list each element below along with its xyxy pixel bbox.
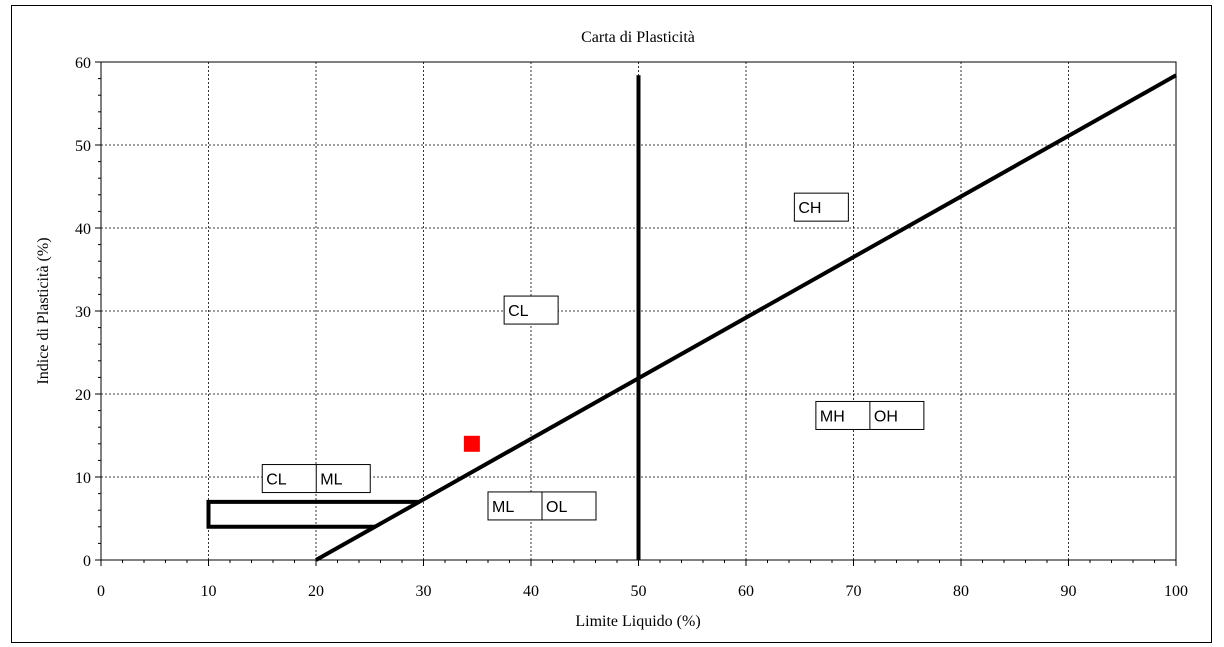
x-tick-label: 50 — [631, 583, 647, 600]
zone-label-oh: OH — [874, 408, 898, 425]
x-tick-label: 80 — [953, 583, 969, 600]
zone-label-mh: MH — [820, 408, 845, 425]
y-tick-label: 20 — [75, 387, 91, 404]
x-tick-label: 60 — [738, 583, 754, 600]
x-tick-label: 30 — [416, 583, 432, 600]
chart-frame — [11, 5, 1212, 643]
y-tick-label: 50 — [75, 138, 91, 155]
zone-label-ol: OL — [546, 499, 567, 516]
x-axis-label: Limite Liquido (%) — [575, 613, 700, 630]
zone-label-ml: ML — [320, 472, 342, 489]
y-tick-label: 10 — [75, 470, 91, 487]
x-tick-label: 20 — [308, 583, 324, 600]
x-tick-label: 10 — [201, 583, 217, 600]
y-tick-label: 0 — [83, 553, 91, 570]
zone-label-cl: CL — [266, 472, 287, 489]
y-tick-label: 60 — [75, 55, 91, 72]
zone-label-ml: ML — [492, 499, 514, 516]
y-axis-label: Indice di Plasticità (%) — [35, 237, 52, 384]
x-tick-label: 40 — [523, 583, 539, 600]
x-tick-label: 100 — [1164, 583, 1188, 600]
y-tick-label: 40 — [75, 221, 91, 238]
axes: 0 10 20 30 40 50 60 70 80 90 100 0 10 20 30 40 50 60 — [75, 55, 1188, 600]
zone-box — [793, 192, 849, 222]
CL-ML-band-line — [206, 499, 420, 529]
zone-label-cl: CL — [508, 303, 529, 320]
zone-label-ch: CH — [798, 200, 821, 217]
data-point — [463, 435, 480, 452]
reference-lines — [206, 73, 1177, 562]
x-tick-label: 0 — [97, 583, 105, 600]
chart-title: Carta di Plasticità — [581, 29, 695, 46]
zone-labels: CH CL MH OH CL ML ML OL — [261, 192, 925, 521]
x-tick-label: 70 — [846, 583, 862, 600]
zone-box — [503, 295, 559, 325]
x-tick-label: 90 — [1061, 583, 1077, 600]
y-tick-label: 30 — [75, 304, 91, 321]
A-line-line — [315, 73, 1177, 562]
data-points — [463, 435, 480, 452]
